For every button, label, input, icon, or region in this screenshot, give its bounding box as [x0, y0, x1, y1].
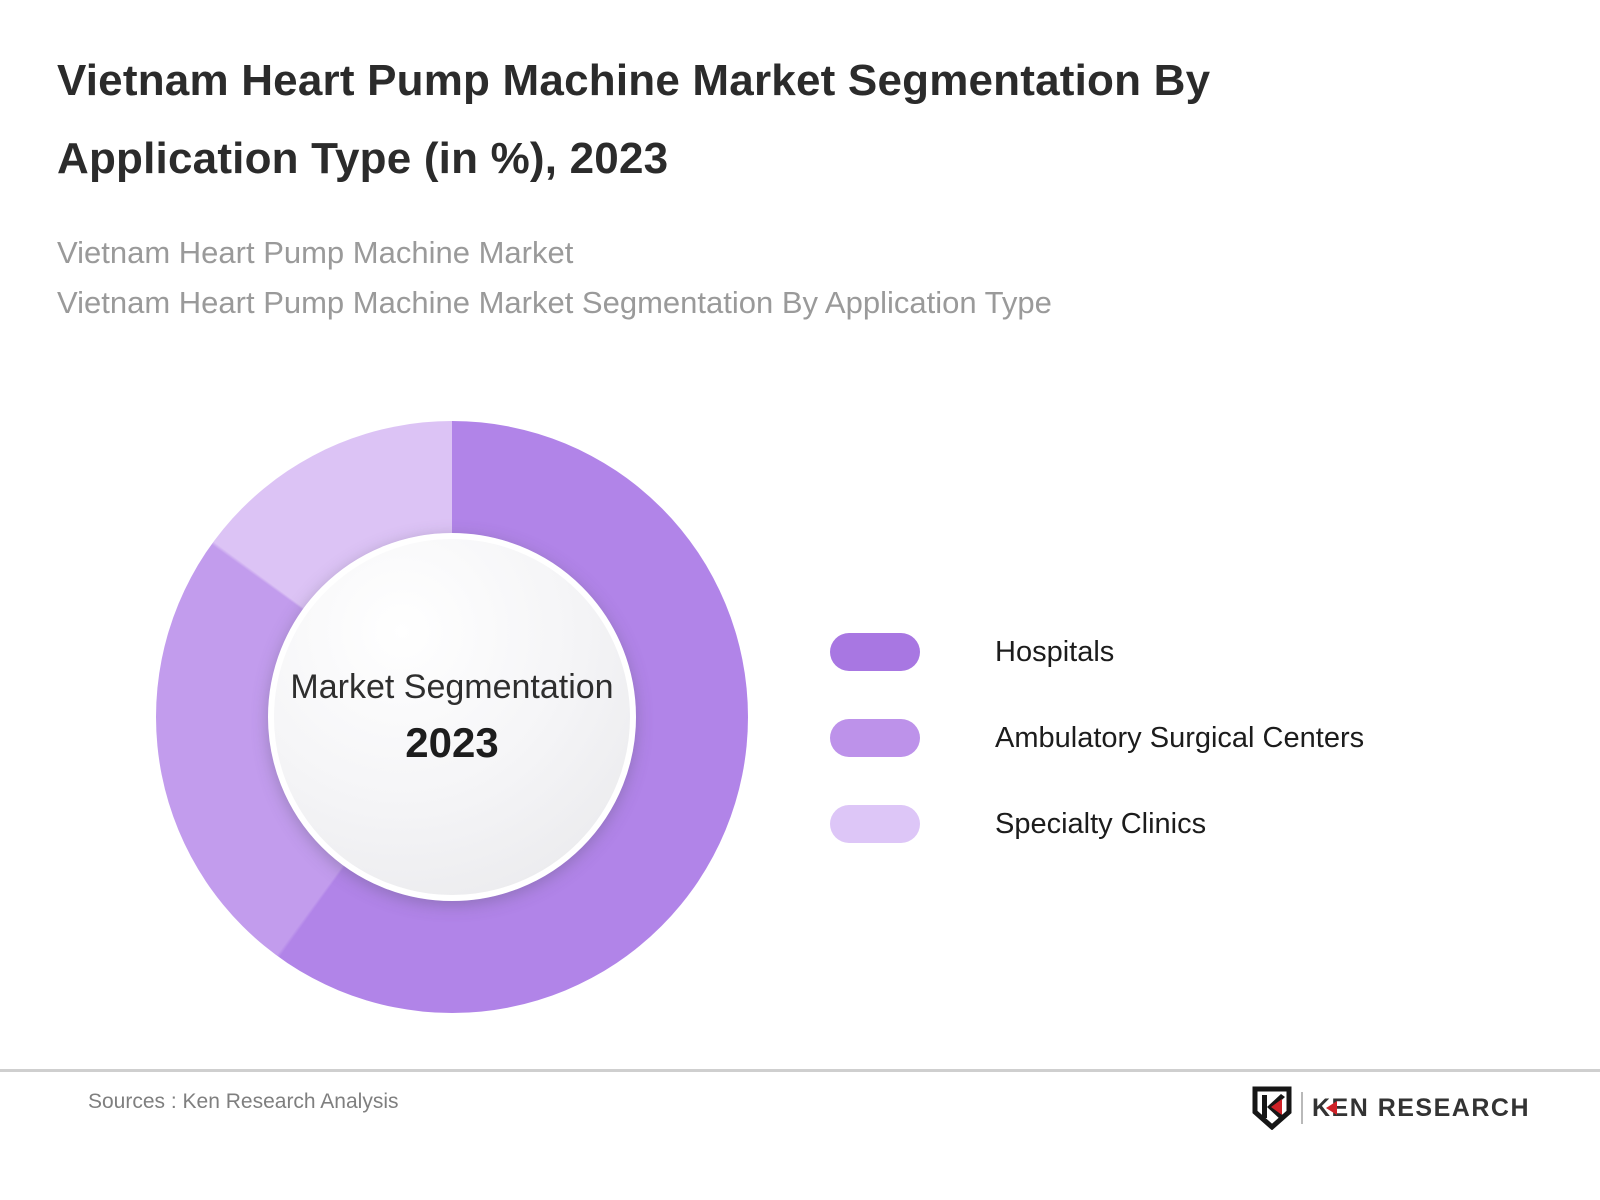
footer-divider [0, 1069, 1600, 1072]
ken-research-shield-icon [1252, 1086, 1292, 1130]
legend-label: Ambulatory Surgical Centers [995, 721, 1365, 754]
ken-research-logo: KEN RESEARCH [1252, 1086, 1530, 1130]
donut-center-circle: Market Segmentation 2023 [268, 533, 636, 901]
legend-label: Specialty Clinics [995, 807, 1207, 840]
page-title: Vietnam Heart Pump Machine Market Segmen… [57, 56, 1211, 183]
subtitle-line-2: Vietnam Heart Pump Machine Market Segmen… [57, 285, 1052, 320]
logo-wordmark-wrap: KEN RESEARCH [1312, 1094, 1530, 1123]
chart-legend: Hospitals Ambulatory Surgical Centers Sp… [830, 633, 1364, 891]
donut-center-year: 2023 [405, 718, 499, 766]
legend-label: Hospitals [995, 635, 1115, 668]
subtitle-block: Vietnam Heart Pump Machine Market Vietna… [57, 228, 1457, 328]
logo-red-triangle-icon [1325, 1101, 1337, 1115]
subtitle-line-1: Vietnam Heart Pump Machine Market [57, 235, 574, 270]
logo-divider [1300, 1092, 1303, 1124]
legend-item-ambulatory-surgical-centers: Ambulatory Surgical Centers [830, 719, 1364, 757]
donut-chart: Market Segmentation 2023 [156, 421, 748, 1013]
sources-text: Sources : Ken Research Analysis [88, 1090, 399, 1113]
legend-item-specialty-clinics: Specialty Clinics [830, 805, 1364, 843]
legend-item-hospitals: Hospitals [830, 633, 1364, 671]
logo-wordmark: KEN RESEARCH [1311, 1093, 1530, 1122]
legend-swatch-specialty-clinics [830, 805, 920, 843]
legend-swatch-ambulatory-surgical-centers [830, 719, 920, 757]
donut-center-label: Market Segmentation [290, 667, 614, 706]
legend-swatch-hospitals [830, 633, 920, 671]
